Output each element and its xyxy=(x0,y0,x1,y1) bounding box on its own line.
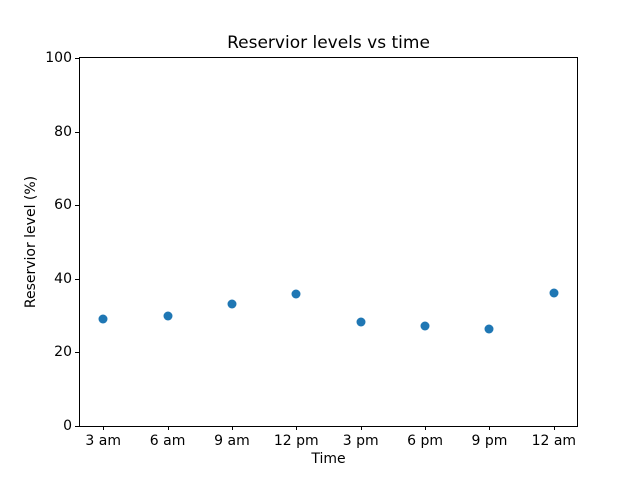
x-tick-mark xyxy=(360,426,362,430)
plot-area xyxy=(79,57,578,427)
y-tick-label: 60 xyxy=(54,197,72,214)
x-tick-mark xyxy=(296,426,298,430)
y-tick-label: 100 xyxy=(45,50,72,66)
y-tick-label: 20 xyxy=(54,344,72,361)
y-tick-label: 40 xyxy=(54,270,72,287)
x-tick-label: 9 am xyxy=(214,433,250,449)
data-point xyxy=(420,321,430,331)
data-point xyxy=(356,317,366,327)
data-point xyxy=(549,288,559,298)
x-tick-label: 12 pm xyxy=(273,433,319,449)
y-tick-mark xyxy=(75,352,79,354)
data-point xyxy=(163,311,173,321)
x-tick-label: 9 pm xyxy=(471,433,508,449)
x-tick-label: 3 pm xyxy=(342,433,379,449)
y-tick-mark xyxy=(75,426,79,427)
x-axis-label: Time xyxy=(311,451,346,467)
y-tick-label: 0 xyxy=(63,418,72,434)
data-point xyxy=(227,299,237,309)
x-tick-label: 3 am xyxy=(85,433,121,449)
x-tick-mark xyxy=(425,426,427,430)
y-axis-label: Reservior level (%) xyxy=(23,175,39,309)
y-tick-mark xyxy=(75,58,79,59)
chart-title: Reservior levels vs time xyxy=(227,33,430,53)
x-tick-mark xyxy=(103,426,105,430)
x-tick-label: 12 am xyxy=(531,433,577,449)
y-tick-mark xyxy=(75,205,79,207)
x-tick-label: 6 pm xyxy=(407,433,444,449)
x-tick-mark xyxy=(489,426,491,430)
y-tick-mark xyxy=(75,278,79,280)
y-tick-label: 80 xyxy=(54,123,72,140)
data-point xyxy=(291,289,301,299)
data-point xyxy=(98,314,108,324)
x-tick-mark xyxy=(553,426,555,430)
x-tick-mark xyxy=(231,426,233,430)
x-tick-mark xyxy=(167,426,169,430)
data-point xyxy=(484,324,494,334)
y-tick-mark xyxy=(75,131,79,133)
x-tick-label: 6 am xyxy=(149,433,186,449)
